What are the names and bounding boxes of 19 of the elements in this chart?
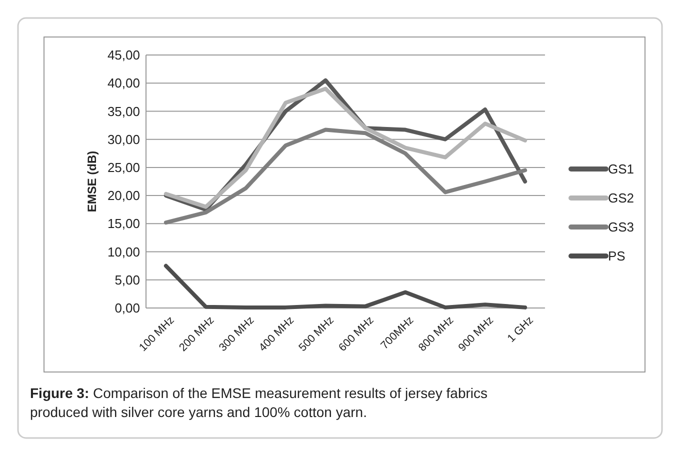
y-tick-label: 35,00 xyxy=(107,104,140,119)
line-series xyxy=(164,264,528,310)
y-tick-label: 25,00 xyxy=(107,160,140,175)
y-tick-label: 45,00 xyxy=(107,48,140,63)
y-tick-label: 15,00 xyxy=(107,216,140,232)
x-tick-label: 1 GHz xyxy=(505,314,536,345)
legend-label: PS xyxy=(608,248,626,264)
y-tick-label: 0,00 xyxy=(114,300,140,316)
y-tick-label: 20,00 xyxy=(107,188,140,204)
y-tick-label: 40,00 xyxy=(107,76,140,91)
legend-label: GS1 xyxy=(608,162,634,177)
legend-label: GS3 xyxy=(608,220,634,235)
y-tick-label: 10,00 xyxy=(107,244,140,260)
legend-label: GS2 xyxy=(608,190,634,206)
caption: Figure 3: Comparison of the EMSE measurement results of jersey fabrics produced with silver core yarns and 100% cotton yarn. xyxy=(30,385,488,420)
line-series xyxy=(164,128,528,225)
y-tick-label: 5,00 xyxy=(114,272,140,288)
y-tick-label: 30,00 xyxy=(107,132,140,147)
y-axis-title: EMSE (dB) xyxy=(85,150,99,212)
